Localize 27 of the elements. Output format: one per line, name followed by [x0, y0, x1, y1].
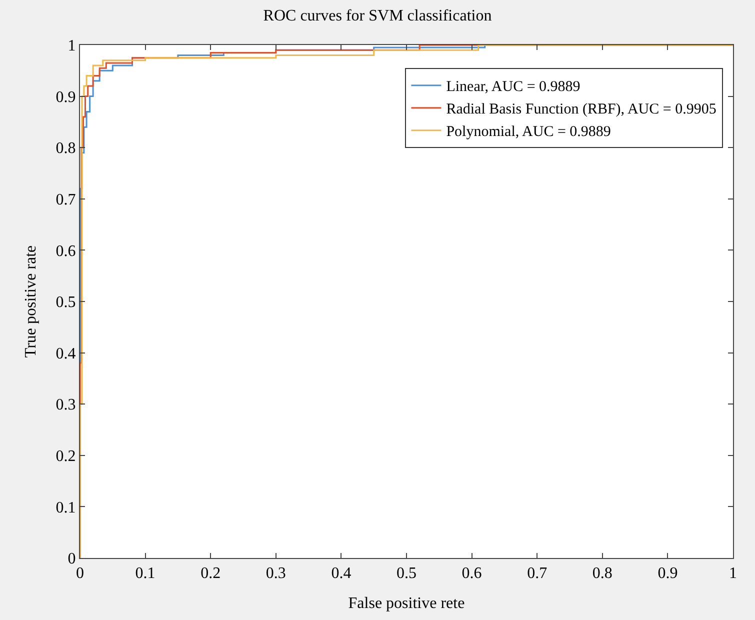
- x-tick-label: 0.8: [592, 565, 612, 582]
- legend-label: Radial Basis Function (RBF), AUC = 0.9905: [446, 102, 716, 118]
- chart-title: ROC curves for SVM classification: [263, 8, 492, 24]
- y-tick-label: 0.7: [56, 192, 76, 208]
- y-tick-label: 0.9: [56, 88, 76, 106]
- x-tick-label: 0.1: [135, 565, 156, 582]
- legend-label: Linear, AUC = 0.9889: [446, 79, 580, 96]
- x-tick-label: 0.3: [266, 565, 286, 582]
- legend-label: Polynomial, AUC = 0.9889: [446, 124, 611, 140]
- y-axis-title: True positive rate: [22, 245, 40, 358]
- y-tick-label: 0.4: [56, 345, 76, 362]
- y-tick-label: 1: [68, 38, 76, 55]
- x-axis-title: False positive rete: [348, 594, 465, 612]
- y-tick-label: 0: [68, 550, 76, 568]
- x-tick-label: 0.6: [462, 565, 482, 582]
- y-tick-label: 0.5: [56, 294, 76, 312]
- x-tick-label: 0.2: [200, 565, 221, 582]
- x-tick-label: 0.4: [331, 565, 352, 582]
- y-tick-label: 0.3: [56, 396, 76, 414]
- x-tick-label: 1: [729, 565, 737, 582]
- y-tick-label: 0.8: [56, 140, 76, 158]
- y-tick-label: 0.6: [56, 242, 76, 260]
- x-tick-label: 0.9: [658, 565, 678, 582]
- y-tick-label: 0.2: [56, 448, 76, 465]
- x-tick-label: 0.7: [527, 565, 548, 582]
- y-tick-label: 0.1: [56, 499, 76, 516]
- x-tick-label: 0.5: [396, 565, 416, 582]
